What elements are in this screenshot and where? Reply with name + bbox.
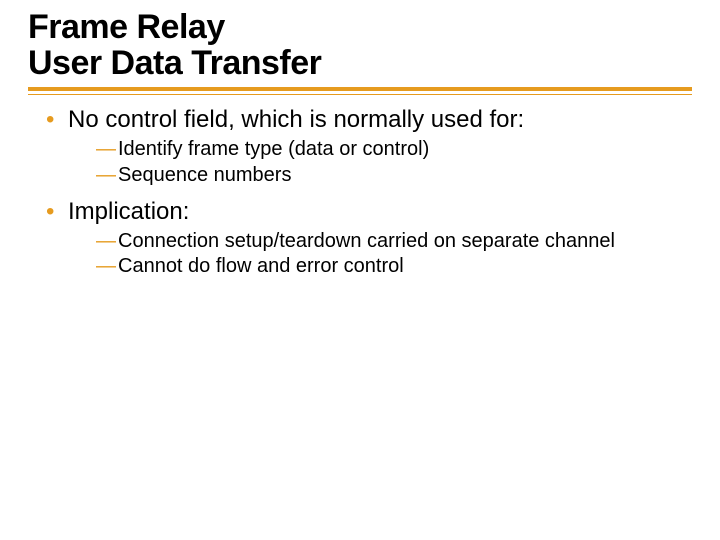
dash-text: Connection setup/teardown carried on sep… [118, 230, 615, 252]
dash-text: Sequence numbers [118, 164, 291, 186]
slide-title: Frame Relay User Data Transfer [28, 10, 692, 81]
title-rule-thick [28, 87, 692, 91]
dash-text: Identify frame type (data or control) [118, 138, 429, 160]
bullet-item: No control field, which is normally used… [46, 105, 692, 188]
title-rule-thin [28, 94, 692, 95]
dash-item: Connection setup/teardown carried on sep… [96, 229, 692, 255]
slide: Frame Relay User Data Transfer No contro… [0, 0, 720, 540]
title-line-1: Frame Relay [28, 8, 225, 46]
bullet-list: No control field, which is normally used… [28, 105, 692, 279]
dash-item: Sequence numbers [96, 163, 692, 189]
bullet-text: No control field, which is normally used… [68, 106, 524, 133]
bullet-item: Implication: Connection setup/teardown c… [46, 197, 692, 280]
dash-list: Connection setup/teardown carried on sep… [68, 229, 692, 280]
dash-item: Identify frame type (data or control) [96, 137, 692, 163]
title-line-2: User Data Transfer [28, 44, 321, 82]
dash-text: Cannot do flow and error control [118, 255, 404, 277]
dash-list: Identify frame type (data or control) Se… [68, 137, 692, 188]
bullet-text: Implication: [68, 198, 189, 225]
dash-item: Cannot do flow and error control [96, 254, 692, 280]
